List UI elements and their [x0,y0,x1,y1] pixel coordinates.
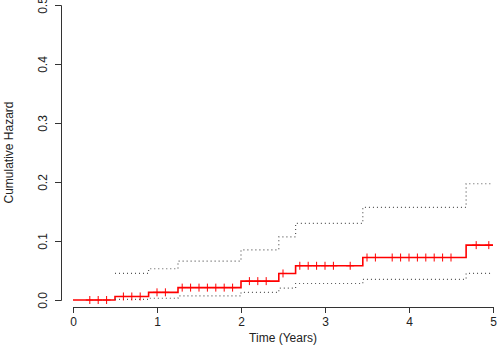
censor-mark [430,254,438,262]
y-tick-mark [55,64,61,65]
x-tick: 3 [322,307,329,329]
x-tick-mark [409,307,410,313]
y-tick-label: 0.5 [36,0,50,14]
x-tick: 4 [406,307,413,329]
x-tick-label: 3 [322,315,329,329]
y-tick: 0.2 [36,174,61,191]
y-axis: 0.0 0.1 0.2 0.3 0.4 0.5 [36,0,62,309]
censor-mark [296,262,304,270]
censor-mark [86,296,94,304]
x-axis-title: Time (Years) [249,331,317,345]
censor-mark [229,284,237,292]
censor-mark [203,284,211,292]
censor-mark [397,254,405,262]
y-tick-label: 0.4 [36,56,50,73]
censor-mark [472,241,480,249]
y-tick-label: 0.3 [36,115,50,132]
y-axis-title: Cumulative Hazard [2,101,16,203]
y-tick-label: 0.1 [36,233,50,250]
x-tick-label: 5 [490,315,497,329]
y-tick-mark [55,5,61,6]
censor-mark [413,254,421,262]
x-tick-label: 4 [406,315,413,329]
censor-mark [422,254,430,262]
censor-mark [346,262,354,270]
censor-mark [388,254,396,262]
x-axis-line [74,308,494,314]
y-tick: 0.0 [36,292,61,309]
y-tick: 0.1 [36,233,61,250]
censor-marks [86,241,493,304]
censor-mark [178,284,186,292]
censor-mark [313,262,321,270]
censor-mark [262,277,270,285]
censor-mark [128,292,136,300]
censor-mark [254,277,262,285]
x-tick: 1 [154,307,161,329]
y-tick-label: 0.0 [36,292,50,309]
censor-mark [220,284,228,292]
censor-mark [405,254,413,262]
x-tick-mark [241,307,242,313]
x-tick-mark [157,307,158,313]
censor-mark [187,284,195,292]
censor-mark [161,288,169,296]
x-tick: 2 [238,307,245,329]
hazard-line [73,245,493,300]
censor-mark [363,254,371,262]
y-tick: 0.5 [36,0,61,14]
censor-mark [485,241,493,249]
plot-area [73,184,493,304]
censor-mark [136,292,144,300]
censor-mark [119,292,127,300]
x-tick-mark [73,307,74,313]
x-tick-label: 1 [154,315,161,329]
y-tick-label: 0.2 [36,174,50,191]
y-axis-line [55,6,62,301]
y-tick-mark [55,182,61,183]
confidence-band [115,273,493,299]
censor-mark [195,284,203,292]
censor-mark [94,296,102,304]
censor-mark [212,284,220,292]
y-tick-mark [55,300,61,301]
chart: 0 1 2 3 4 5 0.0 0.1 0.2 0.3 0.4 0.5 Time (Years) Cumu… [0,0,500,346]
x-tick: 0 [70,307,77,329]
censor-mark [279,269,287,277]
y-tick-mark [55,123,61,124]
censor-mark [245,277,253,285]
censor-mark [371,254,379,262]
censor-mark [103,296,111,304]
censor-mark [439,254,447,262]
y-tick-mark [55,241,61,242]
y-tick: 0.3 [36,115,61,132]
censor-mark [329,262,337,270]
x-tick-mark [325,307,326,313]
censor-mark [447,254,455,262]
x-tick-label: 0 [70,315,77,329]
confidence-band [115,184,493,274]
x-axis: 0 1 2 3 4 5 [70,307,497,329]
x-tick-label: 2 [238,315,245,329]
x-tick-mark [493,307,494,313]
x-tick: 5 [490,307,497,329]
censor-mark [153,288,161,296]
censor-mark [321,262,329,270]
censor-mark [304,262,312,270]
y-tick: 0.4 [36,56,61,73]
